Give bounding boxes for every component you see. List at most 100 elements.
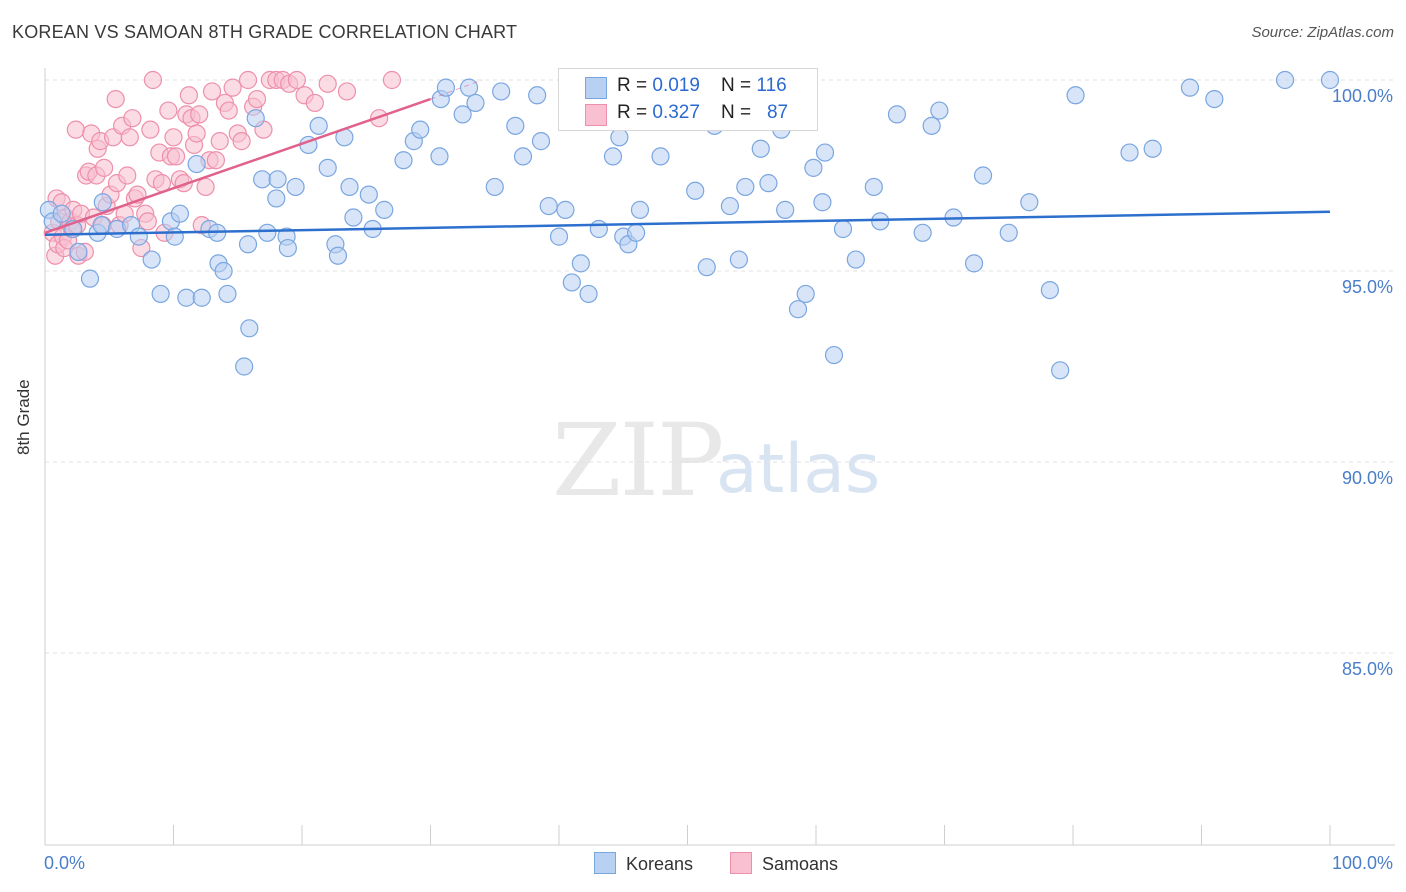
koreans-legend-label: Koreans — [626, 854, 694, 874]
watermark-zip: ZIP — [552, 402, 724, 519]
koreans-point — [177, 288, 196, 307]
koreans-point — [528, 86, 547, 105]
koreans-point — [268, 170, 287, 189]
koreans-point — [340, 177, 359, 197]
koreans-point — [610, 128, 629, 147]
legend-stats-samoans: R = 0.327 N = 87 — [617, 102, 788, 124]
koreans-point — [930, 101, 949, 120]
samoans-point — [123, 109, 142, 128]
koreans-point — [788, 300, 808, 319]
koreans-point — [973, 166, 993, 185]
koreans-trend-line — [44, 210, 1331, 236]
koreans-point — [506, 116, 525, 135]
samoans-point — [118, 166, 137, 185]
koreans-point — [736, 177, 755, 197]
koreans-point — [571, 254, 590, 273]
koreans-point — [375, 200, 394, 219]
koreans-point — [394, 151, 413, 170]
koreans-point — [1040, 281, 1059, 300]
y-tick-label: 95.0% — [1342, 277, 1393, 297]
koreans-point — [267, 189, 286, 208]
n-value: 116 — [756, 75, 787, 96]
samoans-point — [187, 124, 206, 143]
samoans-point — [164, 128, 183, 147]
koreans-point — [887, 105, 907, 124]
koreans-point — [513, 147, 533, 166]
koreans-legend-swatch — [594, 852, 616, 874]
koreans-point — [815, 143, 835, 162]
samoans-point — [143, 70, 163, 90]
koreans-point — [720, 196, 740, 216]
samoans-point — [287, 70, 306, 90]
koreans-point — [630, 200, 650, 219]
koreans-point — [92, 216, 111, 235]
r-label: R = — [617, 102, 653, 123]
samoans-point — [159, 101, 178, 120]
koreans-point — [589, 219, 608, 239]
koreans-point — [651, 147, 670, 166]
koreans-point — [129, 227, 148, 246]
n-value: 87 — [766, 102, 789, 123]
koreans-point — [1275, 70, 1295, 90]
legend-stats-koreans: R = 0.019 N = 116 — [617, 75, 787, 97]
samoans-point — [238, 70, 258, 90]
samoans-point — [66, 120, 85, 139]
samoans-legend-label: Samoans — [762, 854, 839, 874]
axes — [44, 68, 1395, 846]
koreans-point — [240, 319, 259, 338]
watermark-atlas: atlas — [716, 430, 881, 509]
koreans-point — [824, 345, 844, 365]
koreans-point — [1320, 70, 1340, 90]
samoans-point — [382, 70, 402, 90]
koreans-point — [603, 147, 623, 166]
samoans-point — [318, 74, 337, 93]
source-label[interactable]: Source: ZipAtlas.com — [1251, 24, 1394, 41]
koreans-point — [187, 154, 206, 174]
samoans-point — [95, 158, 114, 177]
koreans-point — [436, 78, 456, 97]
stats-legend: R = 0.019 N = 116 R = 0.327 N = 87 — [558, 68, 818, 131]
koreans-point — [864, 177, 883, 197]
legend-item-samoans[interactable]: Samoans — [730, 852, 838, 875]
koreans-point — [531, 132, 551, 151]
r-label: R = — [617, 75, 653, 96]
samoans-point — [206, 151, 226, 170]
legend-item-koreans[interactable]: Koreans — [594, 852, 693, 875]
koreans-point — [235, 357, 254, 376]
y-tick-label: 85.0% — [1342, 659, 1393, 679]
koreans-point — [556, 200, 575, 219]
koreans-point — [999, 223, 1018, 242]
samoans-point — [190, 105, 209, 124]
koreans-point — [80, 269, 100, 288]
samoans-point — [223, 78, 242, 97]
koreans-point — [359, 185, 378, 204]
samoans-point — [138, 212, 157, 231]
koreans-point — [93, 193, 112, 212]
samoans-point — [202, 82, 222, 101]
y-tick-label: 90.0% — [1342, 468, 1393, 488]
koreans-point — [142, 250, 161, 269]
samoans-point — [305, 93, 324, 113]
koreans-point — [913, 223, 932, 242]
koreans-point — [192, 288, 211, 307]
samoans-point — [232, 132, 251, 151]
n-label: N = — [721, 75, 757, 96]
koreans-point — [776, 200, 795, 219]
r-value: 0.019 — [652, 75, 700, 96]
samoans-trend-line — [44, 97, 431, 234]
koreans-point — [52, 204, 71, 223]
koreans-point — [246, 109, 265, 128]
koreans-point — [686, 181, 705, 200]
samoans-point — [179, 86, 199, 105]
koreans-point — [466, 93, 485, 113]
koreans-point — [539, 196, 558, 216]
koreans-point — [922, 116, 941, 135]
koreans-point — [804, 158, 823, 177]
tick-labels: 85.0% 90.0% 95.0% 100.0% 0.0% 100.0% — [44, 86, 1393, 873]
trend-lines — [44, 79, 1331, 236]
samoans-point — [210, 132, 229, 151]
koreans-point — [1205, 89, 1224, 109]
chart-title: KOREAN VS SAMOAN 8TH GRADE CORRELATION C… — [12, 22, 518, 42]
koreans-point — [813, 193, 832, 212]
